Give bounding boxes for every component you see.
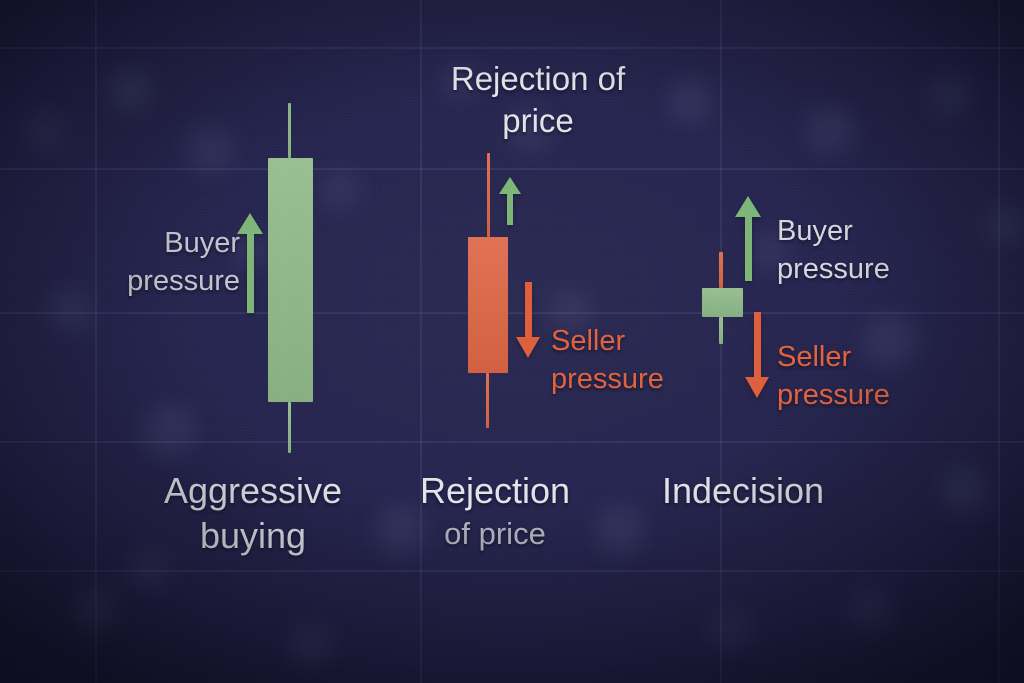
gridline-vertical <box>998 0 1000 683</box>
candle-body <box>702 288 743 317</box>
candle-upper-wick <box>288 103 291 158</box>
buyer-pressure-line1: Buyer <box>777 215 853 247</box>
caption-line1: Aggressive <box>163 470 343 511</box>
seller-pressure-line2: pressure <box>551 363 664 395</box>
arrow-shaft <box>744 217 752 281</box>
seller-pressure-label: Seller pressure <box>551 322 664 398</box>
buyer-pressure-up-arrow-icon <box>735 196 761 281</box>
buyer-pressure-line2: pressure <box>127 265 240 297</box>
arrow-head <box>516 337 540 358</box>
caption-rejection-of-price: Rejection of price <box>385 468 605 555</box>
candle-lower-wick <box>288 402 291 453</box>
candle-lower-wick <box>719 317 723 344</box>
gridline-vertical <box>95 0 97 683</box>
caption-aggressive-buying: Aggressive buying <box>143 468 363 558</box>
seller-pressure-line1: Seller <box>777 341 852 373</box>
seller-pressure-line1: Seller <box>551 325 626 357</box>
seller-pressure-label: Seller pressure <box>777 338 890 414</box>
caption-line2: of price <box>444 516 546 551</box>
gridline-horizontal <box>0 441 1024 443</box>
rejection-top-line2: price <box>502 102 574 139</box>
buyer-pressure-label: Buyer pressure <box>777 212 890 288</box>
caption-line2: buying <box>199 515 307 556</box>
arrow-shaft <box>524 282 532 337</box>
rejection-top-line1: Rejection of <box>450 60 626 97</box>
candle-upper-wick <box>719 252 723 288</box>
rejection-of-price-top-label: Rejection of price <box>428 58 648 142</box>
buyer-pressure-up-arrow-icon <box>499 177 521 225</box>
candle-upper-wick <box>487 153 490 237</box>
seller-pressure-down-arrow-icon <box>516 282 540 358</box>
arrow-head <box>735 196 761 217</box>
candle-body <box>468 237 508 373</box>
arrow-shaft <box>507 194 513 225</box>
caption-line1: Rejection <box>419 470 571 511</box>
candle-body <box>268 158 313 402</box>
arrow-shaft <box>246 234 254 313</box>
arrow-shaft <box>753 312 761 377</box>
gridline-horizontal <box>0 570 1024 572</box>
gridline-horizontal <box>0 312 1024 314</box>
gridline-horizontal <box>0 168 1024 170</box>
bokeh-texture <box>0 0 10 10</box>
seller-pressure-line2: pressure <box>777 379 890 411</box>
candle-lower-wick <box>486 373 489 428</box>
buyer-pressure-line1: Buyer <box>164 227 240 259</box>
caption-indecision: Indecision <box>633 468 853 513</box>
gridline-vertical <box>420 0 422 683</box>
gridline-horizontal <box>0 47 1024 49</box>
buyer-pressure-label: Buyer pressure <box>60 224 240 300</box>
buyer-pressure-line2: pressure <box>777 253 890 285</box>
arrow-head <box>745 377 769 398</box>
caption-line1: Indecision <box>661 470 825 511</box>
arrow-head <box>237 213 263 234</box>
buyer-pressure-up-arrow-icon <box>237 213 263 313</box>
seller-pressure-down-arrow-icon <box>745 312 769 398</box>
arrow-head <box>499 177 521 194</box>
